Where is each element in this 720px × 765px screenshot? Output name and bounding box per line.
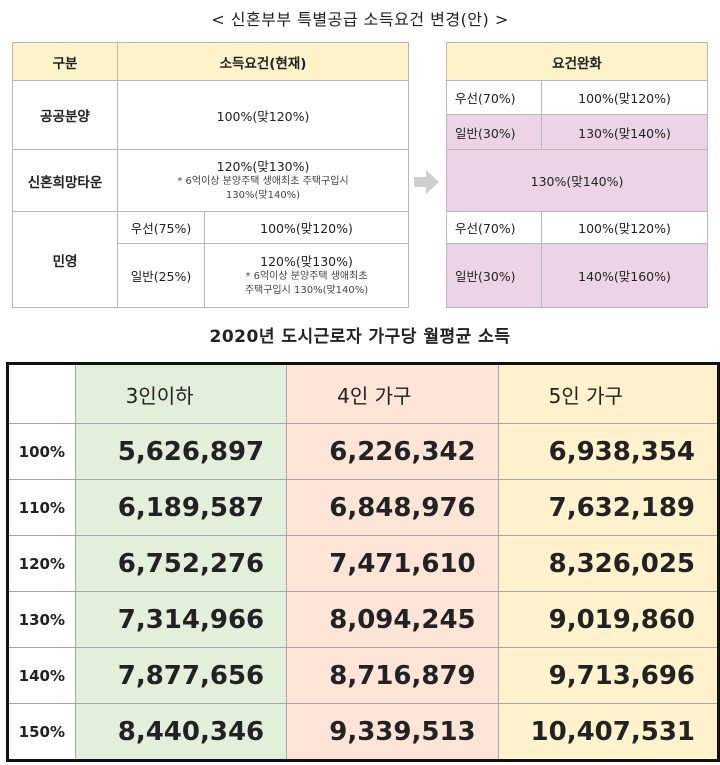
private-priority-label: 우선(70%) xyxy=(446,211,542,244)
title-top: < 신혼부부 특별공급 소득요건 변경(안) > xyxy=(211,10,509,29)
public-priority-value: 100%(맞120%) xyxy=(541,80,708,115)
table-row: 110% 6,189,587 6,848,976 7,632,189 xyxy=(7,479,720,536)
newlywed-note-2: 130%(맞140%) xyxy=(225,190,301,201)
value-cell: 6,848,976 xyxy=(286,479,499,536)
general-value: 120%(맞130%) xyxy=(260,254,353,269)
general-note-2: 주택구입시 130%(맞140%) xyxy=(244,285,369,296)
table-row: 120% 6,752,276 7,471,610 8,326,025 xyxy=(7,535,720,592)
value-cell: 8,094,245 xyxy=(286,591,499,648)
pct-label: 140% xyxy=(7,647,76,704)
value-cell: 9,019,860 xyxy=(497,591,720,648)
private-general-value: 140%(맞160%) xyxy=(541,243,708,308)
pct-label: 120% xyxy=(7,535,76,592)
table-row: 150% 8,440,346 9,339,513 10,407,531 xyxy=(7,703,720,761)
table-row: 100% 5,626,897 6,226,342 6,938,354 xyxy=(7,423,720,480)
value-cell: 7,471,610 xyxy=(286,535,499,592)
row-label-newlywed: 신혼희망타운 xyxy=(12,149,118,212)
value-cell: 9,713,696 xyxy=(497,647,720,704)
value-cell: 7,314,966 xyxy=(74,591,288,648)
pct-label: 100% xyxy=(7,423,76,480)
value-cell: 7,632,189 xyxy=(497,479,720,536)
header-relaxed: 요건완화 xyxy=(446,42,708,81)
value-cell: 9,339,513 xyxy=(286,703,499,761)
table-row: 130% 7,314,966 8,094,245 9,019,860 xyxy=(7,591,720,648)
value-cell: 6,226,342 xyxy=(286,423,499,480)
value-cell: 10,407,531 xyxy=(497,703,720,761)
public-general-value: 130%(맞140%) xyxy=(541,114,708,150)
current-requirements-table: 구분 소득요건(현재) 공공분양 100%(맞120%) 신혼희망타운 120%… xyxy=(12,42,409,308)
pct-label: 110% xyxy=(7,479,76,536)
newlywed-cell: 120%(맞130%) * 6억이상 분양주택 생애최초 주택구입시 130%(… xyxy=(117,149,409,212)
table-row: 140% 7,877,656 8,716,879 9,713,696 xyxy=(7,647,720,704)
header-5-person: 5인 가구 xyxy=(497,363,720,424)
value-cell: 8,440,346 xyxy=(74,703,288,761)
newlywed-value: 120%(맞130%) xyxy=(216,159,310,174)
public-value: 100%(맞120%) xyxy=(117,80,409,150)
priority-value: 100%(맞120%) xyxy=(204,211,409,244)
public-priority-label: 우선(70%) xyxy=(446,80,542,115)
value-cell: 6,189,587 xyxy=(74,479,288,536)
newlywed-note-1: * 6억이상 분양주택 생애최초 주택구입시 xyxy=(177,176,349,187)
income-table: 3인이하 4인 가구 5인 가구 100% 5,626,897 6,226,34… xyxy=(6,362,720,762)
relaxed-requirements-table: 요건완화 우선(70%) 100%(맞120%) 일반(30%) 130%(맞1… xyxy=(446,42,708,308)
corner-cell xyxy=(7,363,76,424)
header-3-or-less: 3인이하 xyxy=(74,363,288,424)
right-arrow-icon xyxy=(414,170,439,194)
header-current: 소득요건(현재) xyxy=(117,42,409,81)
private-priority-value: 100%(맞120%) xyxy=(541,211,708,244)
value-cell: 5,626,897 xyxy=(74,423,288,480)
priority-label: 우선(75%) xyxy=(117,211,205,244)
value-cell: 8,716,879 xyxy=(286,647,499,704)
title-income: 2020년 도시근로자 가구당 월평균 소득 xyxy=(209,327,511,347)
general-label: 일반(25%) xyxy=(117,243,205,308)
row-label-private: 민영 xyxy=(12,211,118,308)
value-cell: 7,877,656 xyxy=(74,647,288,704)
private-general-label: 일반(30%) xyxy=(446,243,542,308)
general-note-1: * 6억이상 분양주택 생애최초 xyxy=(245,271,368,282)
header-category: 구분 xyxy=(12,42,118,81)
newlywed-relaxed-value: 130%(맞140%) xyxy=(446,149,708,212)
public-general-label: 일반(30%) xyxy=(446,114,542,150)
value-cell: 6,938,354 xyxy=(497,423,720,480)
row-label-public: 공공분양 xyxy=(12,80,118,150)
header-4-person: 4인 가구 xyxy=(286,363,499,424)
general-cell: 120%(맞130%) * 6억이상 분양주택 생애최초 주택구입시 130%(… xyxy=(204,243,409,308)
pct-label: 150% xyxy=(7,703,76,761)
pct-label: 130% xyxy=(7,591,76,648)
value-cell: 6,752,276 xyxy=(74,535,288,592)
value-cell: 8,326,025 xyxy=(497,535,720,592)
